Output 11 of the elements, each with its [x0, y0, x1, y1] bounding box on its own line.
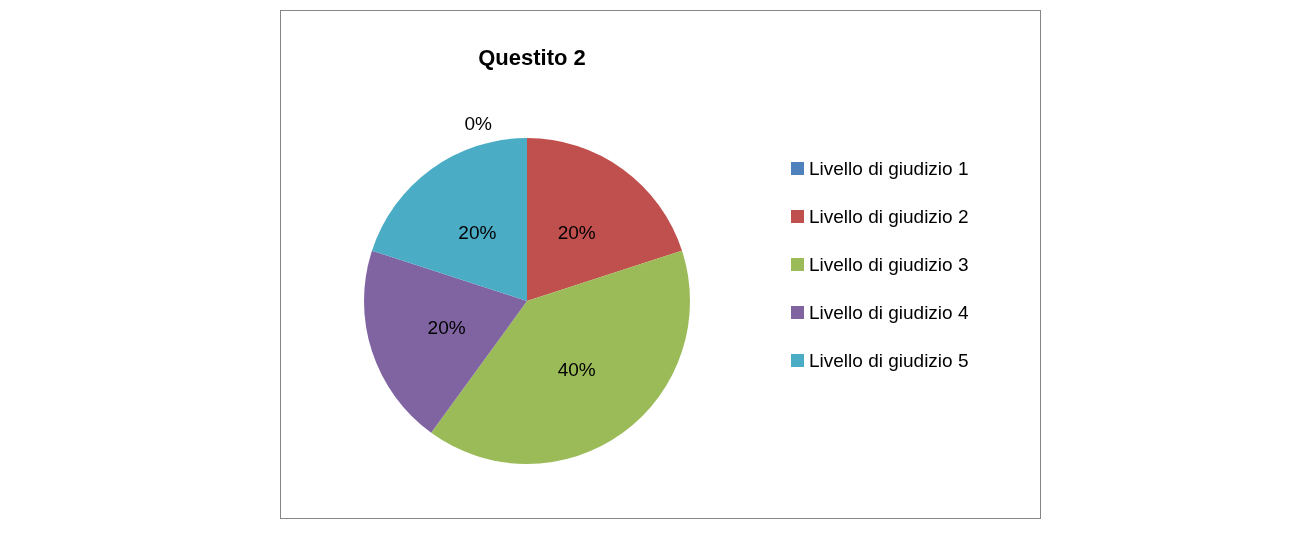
- data-label: 20%: [557, 222, 596, 244]
- legend-label: Livello di giudizio 4: [809, 302, 969, 323]
- legend-label: Livello di giudizio 1: [809, 158, 969, 179]
- legend-label: Livello di giudizio 5: [809, 350, 969, 371]
- data-label: 20%: [458, 222, 497, 244]
- legend-label: Livello di giudizio 3: [809, 254, 969, 275]
- data-label: 40%: [557, 358, 596, 380]
- text: 0%: [464, 112, 492, 134]
- chart-title: Questito 2: [478, 44, 586, 70]
- legend-label: Livello di giudizio 2: [809, 206, 969, 227]
- data-label: 20%: [427, 316, 466, 338]
